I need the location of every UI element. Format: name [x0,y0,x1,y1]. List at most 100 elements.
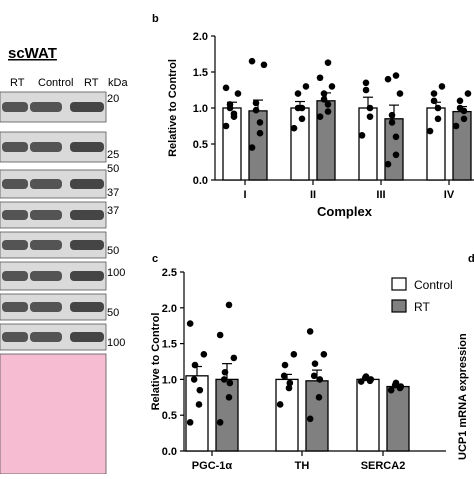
data-point [248,144,256,151]
blot-band [30,210,62,220]
y-tick-label: 1.5 [162,339,177,351]
blot-marker-label: 20 [107,93,119,105]
data-point [324,59,332,66]
data-point [464,90,472,97]
data-point [222,122,230,130]
y-tick-label: 1.0 [193,103,208,115]
blot-lane-label: Control [38,77,73,89]
data-point [226,379,234,387]
data-point [256,129,264,137]
data-point [315,394,323,401]
blot-band [30,142,62,152]
data-point [434,115,442,123]
data-point [230,110,238,118]
data-point [430,90,438,97]
data-point [324,101,332,108]
blot-unit-label: kDa [108,77,128,89]
blot-band [30,240,62,250]
blot-band [2,302,28,312]
blot-band [2,271,28,281]
data-point [216,331,224,339]
data-point [225,301,233,309]
legend-label: Control [414,278,453,292]
data-point [252,106,260,114]
blot-band [30,302,62,312]
data-point [328,83,336,90]
data-point [280,372,288,380]
data-point [252,99,260,107]
legend-swatch [391,299,407,313]
data-point [426,127,434,135]
data-point [298,115,306,123]
blot-lane-label: RT [84,77,99,89]
data-point [316,74,324,82]
data-point [397,383,405,390]
blot-band [30,332,62,342]
bar [185,375,209,452]
ponceau-stain-strip [0,353,107,475]
y-axis-label: Relative to Control [150,313,162,411]
data-point [320,96,328,103]
data-point [362,79,370,87]
data-point [320,351,328,358]
data-point [276,401,284,408]
data-point [358,132,366,139]
data-point [362,86,370,94]
blot-band [70,210,104,220]
bar [215,378,239,452]
data-point [230,354,238,362]
legend-swatch [391,277,407,291]
x-tick-label: SERCA2 [361,460,406,472]
x-tick-label: TH [295,460,310,472]
data-point [234,90,242,97]
data-point [392,151,400,159]
data-point [195,401,203,408]
blot-band [2,240,28,250]
blot-band [30,179,62,189]
y-axis-label: Relative to Control [167,59,179,157]
blot-lane-label: RT [10,77,25,89]
blot-band [2,179,28,189]
y-tick-label: 2.0 [193,31,208,43]
y-tick-label: 0.5 [162,410,177,422]
data-point [388,111,396,119]
blot-band [30,102,62,112]
data-point [460,115,468,123]
y-tick-label: 0.5 [193,139,208,151]
x-tick-label: PGC-1α [192,460,233,472]
data-point [260,61,268,69]
data-point [256,119,264,126]
data-point [366,113,374,120]
data-point [225,394,233,401]
data-point [200,351,208,358]
data-point [216,419,224,426]
y-tick-label: 1.0 [162,374,177,386]
data-point [320,90,328,97]
data-point [186,419,194,426]
data-point [286,379,294,387]
data-point [384,160,392,168]
y-tick-label: 2.0 [162,303,177,315]
data-point [384,75,392,83]
data-point [316,113,324,120]
bar [356,378,380,452]
blot-band [2,102,28,112]
data-point [285,384,293,392]
data-point [388,119,396,126]
data-point [311,360,319,367]
bar [452,110,472,181]
blot-marker-label: 50 [107,245,119,257]
blot-band [70,271,104,281]
y-tick-label: 0.0 [162,446,177,458]
blot-marker-label: 50 [107,163,119,175]
blot-marker-label: 37 [107,187,119,199]
panel-d: d UCP1 mRNA expression [457,253,474,460]
data-point [220,376,228,383]
y-tick-label: 2.5 [162,267,177,279]
x-tick-label: II [310,189,316,201]
blot-band [70,102,104,112]
data-point [221,368,229,376]
x-axis-label: Complex [317,204,373,219]
data-point [306,328,314,335]
